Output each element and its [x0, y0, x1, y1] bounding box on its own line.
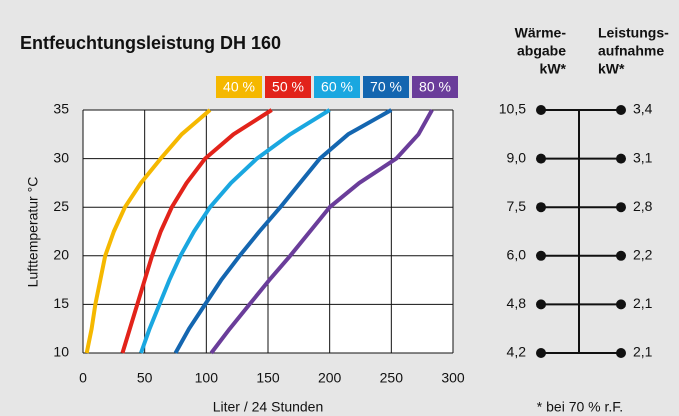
power-value: 2,1	[633, 295, 653, 311]
heat-value: 10,5	[499, 101, 526, 117]
column-header: kW*	[598, 61, 625, 77]
heat-value: 4,8	[507, 295, 527, 311]
x-tick-label: 100	[195, 370, 219, 386]
series-line	[120, 108, 273, 354]
column-header: Leistungs-	[598, 25, 669, 41]
heat-value: 7,5	[507, 198, 527, 214]
y-tick-label: 35	[53, 101, 69, 117]
x-tick-label: 150	[256, 370, 280, 386]
legend-label: 60 %	[321, 79, 353, 95]
legend-label: 50 %	[272, 79, 304, 95]
heat-value: 4,2	[507, 344, 527, 360]
heat-value: 9,0	[507, 149, 527, 165]
dot	[616, 299, 626, 310]
series-line	[173, 108, 393, 354]
legend-label: 80 %	[419, 79, 451, 95]
y-axis-label: Lufttemperatur °C	[25, 177, 41, 288]
dot	[536, 105, 546, 115]
dot	[536, 299, 546, 310]
dot	[616, 153, 626, 164]
series-line	[84, 108, 212, 354]
legend-swatch	[216, 76, 262, 98]
y-tick-label: 25	[53, 198, 69, 214]
series-line	[209, 109, 434, 355]
dot	[616, 202, 626, 213]
x-tick-label: 250	[380, 370, 404, 386]
y-tick-label: 15	[53, 295, 69, 311]
column-header: abgabe	[517, 43, 566, 59]
power-value: 2,8	[633, 198, 653, 214]
legend-swatch	[314, 76, 360, 98]
legend-label: 70 %	[370, 79, 402, 95]
y-tick-label: 20	[53, 247, 69, 263]
column-header: Wärme-	[515, 25, 567, 41]
dot	[616, 105, 626, 115]
heat-value: 6,0	[507, 247, 527, 263]
power-value: 3,1	[633, 149, 653, 165]
x-tick-label: 50	[137, 370, 153, 386]
dot	[536, 348, 546, 358]
dot	[616, 348, 626, 358]
y-tick-label: 10	[53, 344, 69, 360]
column-header: kW*	[540, 61, 567, 77]
x-tick-label: 0	[79, 370, 87, 386]
y-tick-label: 30	[53, 149, 69, 165]
power-value: 2,2	[633, 247, 653, 263]
legend-label: 40 %	[223, 79, 255, 95]
x-axis-label: Liter / 24 Stunden	[213, 399, 324, 415]
dot	[536, 202, 546, 213]
dot	[536, 153, 546, 164]
legend-swatch	[412, 76, 458, 98]
power-value: 3,4	[633, 101, 653, 117]
power-value: 2,1	[633, 344, 653, 360]
x-tick-label: 300	[441, 370, 465, 386]
footnote: * bei 70 % r.F.	[537, 399, 623, 415]
dot	[616, 250, 626, 261]
dot	[536, 250, 546, 261]
legend-swatch	[363, 76, 409, 98]
series-line	[139, 108, 331, 354]
chart-title: Entfeuchtungsleistung DH 160	[20, 33, 281, 53]
x-tick-label: 200	[318, 370, 342, 386]
column-header: aufnahme	[598, 43, 664, 59]
legend-swatch	[265, 76, 311, 98]
